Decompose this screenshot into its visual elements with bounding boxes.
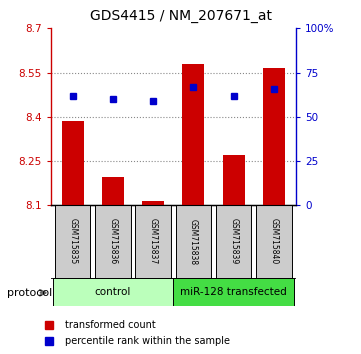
FancyBboxPatch shape bbox=[55, 205, 90, 278]
Bar bbox=[223, 155, 245, 205]
Text: GSM715838: GSM715838 bbox=[189, 218, 198, 265]
Bar bbox=[263, 68, 285, 205]
Text: percentile rank within the sample: percentile rank within the sample bbox=[65, 336, 230, 346]
Text: miR-128 transfected: miR-128 transfected bbox=[180, 287, 287, 297]
Text: GSM715837: GSM715837 bbox=[149, 218, 158, 265]
FancyBboxPatch shape bbox=[135, 205, 171, 278]
Bar bbox=[182, 64, 204, 205]
Text: protocol: protocol bbox=[7, 288, 52, 298]
Text: GDS4415 / NM_207671_at: GDS4415 / NM_207671_at bbox=[90, 9, 271, 23]
Text: GSM715839: GSM715839 bbox=[229, 218, 238, 265]
Bar bbox=[142, 201, 164, 205]
Text: GSM715836: GSM715836 bbox=[108, 218, 117, 265]
Bar bbox=[62, 121, 84, 205]
FancyBboxPatch shape bbox=[173, 278, 294, 306]
FancyBboxPatch shape bbox=[53, 278, 173, 306]
FancyBboxPatch shape bbox=[95, 205, 131, 278]
Text: transformed count: transformed count bbox=[65, 320, 156, 330]
Text: GSM715835: GSM715835 bbox=[68, 218, 77, 265]
Text: GSM715840: GSM715840 bbox=[269, 218, 278, 265]
FancyBboxPatch shape bbox=[176, 205, 211, 278]
Bar bbox=[102, 177, 124, 205]
FancyBboxPatch shape bbox=[216, 205, 251, 278]
Text: control: control bbox=[95, 287, 131, 297]
FancyBboxPatch shape bbox=[256, 205, 292, 278]
